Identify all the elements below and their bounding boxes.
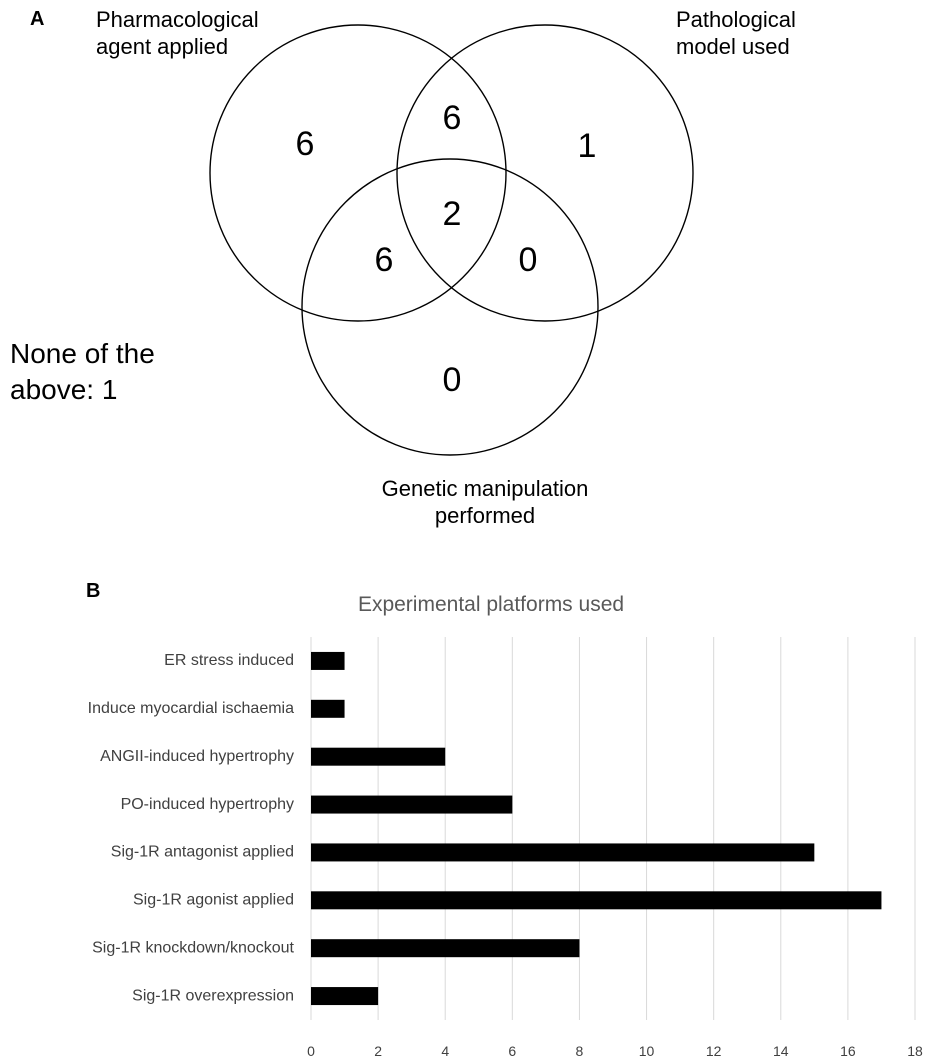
bar bbox=[311, 699, 345, 718]
venn-count-pharmacological-only: 6 bbox=[296, 125, 315, 163]
venn-count-pathological-genetic: 0 bbox=[519, 241, 538, 279]
venn-set-label-line: agent applied bbox=[96, 34, 229, 59]
venn-count-all-three: 2 bbox=[443, 195, 462, 233]
venn-count-pharmacological-genetic: 6 bbox=[375, 241, 394, 279]
venn-count-pathological-only: 1 bbox=[578, 127, 597, 165]
venn-set-label-line: model used bbox=[676, 34, 790, 59]
venn-set-label-pharmacological: Pharmacological agent applied bbox=[96, 6, 259, 60]
venn-set-label-genetic: Genetic manipulation performed bbox=[330, 475, 640, 529]
venn-circle-pathological bbox=[396, 24, 694, 322]
x-tick-label: 8 bbox=[576, 1043, 584, 1059]
bar bbox=[311, 939, 580, 958]
venn-set-label-line: Pathological bbox=[676, 7, 796, 32]
category-label: Sig-1R knockdown/knockout bbox=[92, 939, 294, 956]
venn-count-genetic-only: 0 bbox=[443, 361, 462, 399]
bar-chart: Experimental platforms used ER stress in… bbox=[88, 593, 923, 1059]
x-tick-label: 6 bbox=[508, 1043, 516, 1059]
category-label: Induce myocardial ischaemia bbox=[88, 700, 294, 717]
x-tick-label: 18 bbox=[907, 1043, 923, 1059]
x-tick-label: 0 bbox=[307, 1043, 315, 1059]
x-tick-label: 10 bbox=[639, 1043, 655, 1059]
panel-label-a: A bbox=[30, 8, 45, 30]
x-tick-label: 16 bbox=[840, 1043, 856, 1059]
category-label: Sig-1R agonist applied bbox=[133, 892, 294, 909]
venn-set-label-line: Pharmacological bbox=[96, 7, 259, 32]
x-tick-labels: 0 2 4 6 8 10 12 14 16 18 bbox=[307, 1043, 923, 1059]
category-label: Sig-1R overexpression bbox=[132, 987, 294, 1004]
bar bbox=[311, 795, 513, 814]
bar bbox=[311, 891, 882, 910]
venn-circle-genetic bbox=[301, 158, 599, 456]
venn-circle-pharmacological bbox=[209, 24, 507, 322]
x-tick-label: 2 bbox=[374, 1043, 382, 1059]
x-tick-label: 14 bbox=[773, 1043, 789, 1059]
chart-title: Experimental platforms used bbox=[358, 593, 624, 616]
venn-count-pharmacological-pathological: 6 bbox=[443, 99, 462, 137]
bar bbox=[311, 987, 379, 1006]
venn-set-label-line: Genetic manipulation bbox=[381, 476, 589, 501]
venn-set-label-pathological: Pathological model used bbox=[676, 6, 796, 60]
none-label-line: None of the bbox=[10, 338, 155, 369]
bars bbox=[311, 651, 882, 1006]
x-tick-label: 12 bbox=[706, 1043, 722, 1059]
bar bbox=[311, 747, 446, 766]
category-labels: ER stress induced Induce myocardial ischa… bbox=[88, 652, 295, 1004]
panel-label-b: B bbox=[86, 580, 101, 602]
none-of-the-above-label: None of the above: 1 bbox=[10, 336, 210, 408]
venn-diagram: 6 6 1 2 6 0 0 bbox=[209, 24, 694, 456]
bar bbox=[311, 651, 345, 670]
none-label-line: above: 1 bbox=[10, 374, 118, 405]
category-label: Sig-1R antagonist applied bbox=[111, 844, 294, 861]
category-label: PO-induced hypertrophy bbox=[121, 796, 294, 813]
bar bbox=[311, 843, 815, 862]
x-tick-label: 4 bbox=[441, 1043, 449, 1059]
venn-set-label-line: performed bbox=[434, 503, 536, 528]
category-label: ANGII-induced hypertrophy bbox=[100, 748, 294, 765]
grid-lines bbox=[310, 637, 916, 1020]
category-label: ER stress induced bbox=[164, 652, 294, 669]
